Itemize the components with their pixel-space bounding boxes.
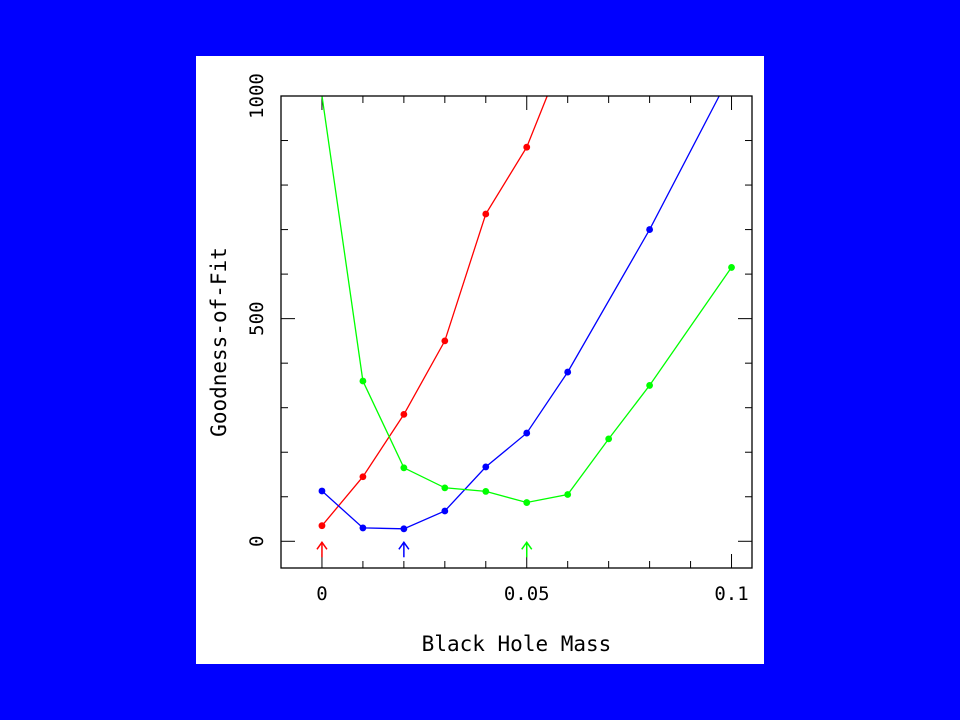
series-1-line: [321, 95, 720, 530]
minimum-arrow-head: [316, 540, 328, 550]
y-tick-label: 1000: [246, 73, 268, 119]
minimum-arrow-head: [521, 540, 533, 550]
series-layer: [318, 95, 735, 533]
x-tick-labels: 0 0.05 0.1: [316, 583, 748, 605]
series-2-point: [564, 491, 572, 498]
series-0-line: [321, 95, 548, 527]
y-axis-label: Goodness-of-Fit: [207, 247, 231, 437]
series-1-point: [482, 463, 490, 471]
y-tick-label: 500: [246, 301, 268, 335]
x-tick-label: 0.1: [714, 583, 748, 605]
plot-frame: [280, 95, 753, 569]
goodness-of-fit-chart: 0 0.05 0.1 0 500 1000 Black Hole Mass Goodne…: [207, 73, 753, 656]
x-axis-label: Black Hole Mass: [422, 632, 612, 656]
series-2-point: [523, 499, 531, 506]
minimum-arrows: [316, 540, 533, 558]
series-1-point: [564, 368, 572, 376]
series-2-point: [359, 377, 367, 385]
y-tick-label: 0: [246, 536, 268, 547]
tick-marks: [281, 95, 752, 568]
series-2-line: [321, 95, 733, 504]
series-2-point: [482, 488, 490, 495]
y-tick-labels: 0 500 1000: [246, 73, 268, 547]
series-2-point: [441, 484, 449, 492]
series-0-point: [359, 473, 367, 481]
series-2-point: [605, 435, 613, 443]
series-2-point: [646, 382, 654, 389]
series-1-point: [359, 524, 367, 532]
series-0-point: [400, 410, 408, 418]
series-1-point: [400, 525, 408, 533]
series-0-point: [441, 337, 449, 345]
series-0-point: [482, 210, 490, 218]
series-0-point: [523, 143, 531, 151]
x-tick-label: 0.05: [504, 583, 550, 605]
chart-panel: 0 0.05 0.1 0 500 1000 Black Hole Mass Goodne…: [196, 56, 764, 664]
series-1-point: [646, 226, 654, 233]
series-0-point: [318, 522, 326, 530]
series-1-point: [318, 487, 326, 495]
series-2-point: [728, 264, 735, 271]
series-1-point: [441, 507, 449, 515]
x-tick-label: 0: [316, 583, 327, 605]
series-1-point: [523, 429, 531, 437]
series-2-point: [400, 464, 408, 472]
minimum-arrow-head: [398, 540, 410, 550]
